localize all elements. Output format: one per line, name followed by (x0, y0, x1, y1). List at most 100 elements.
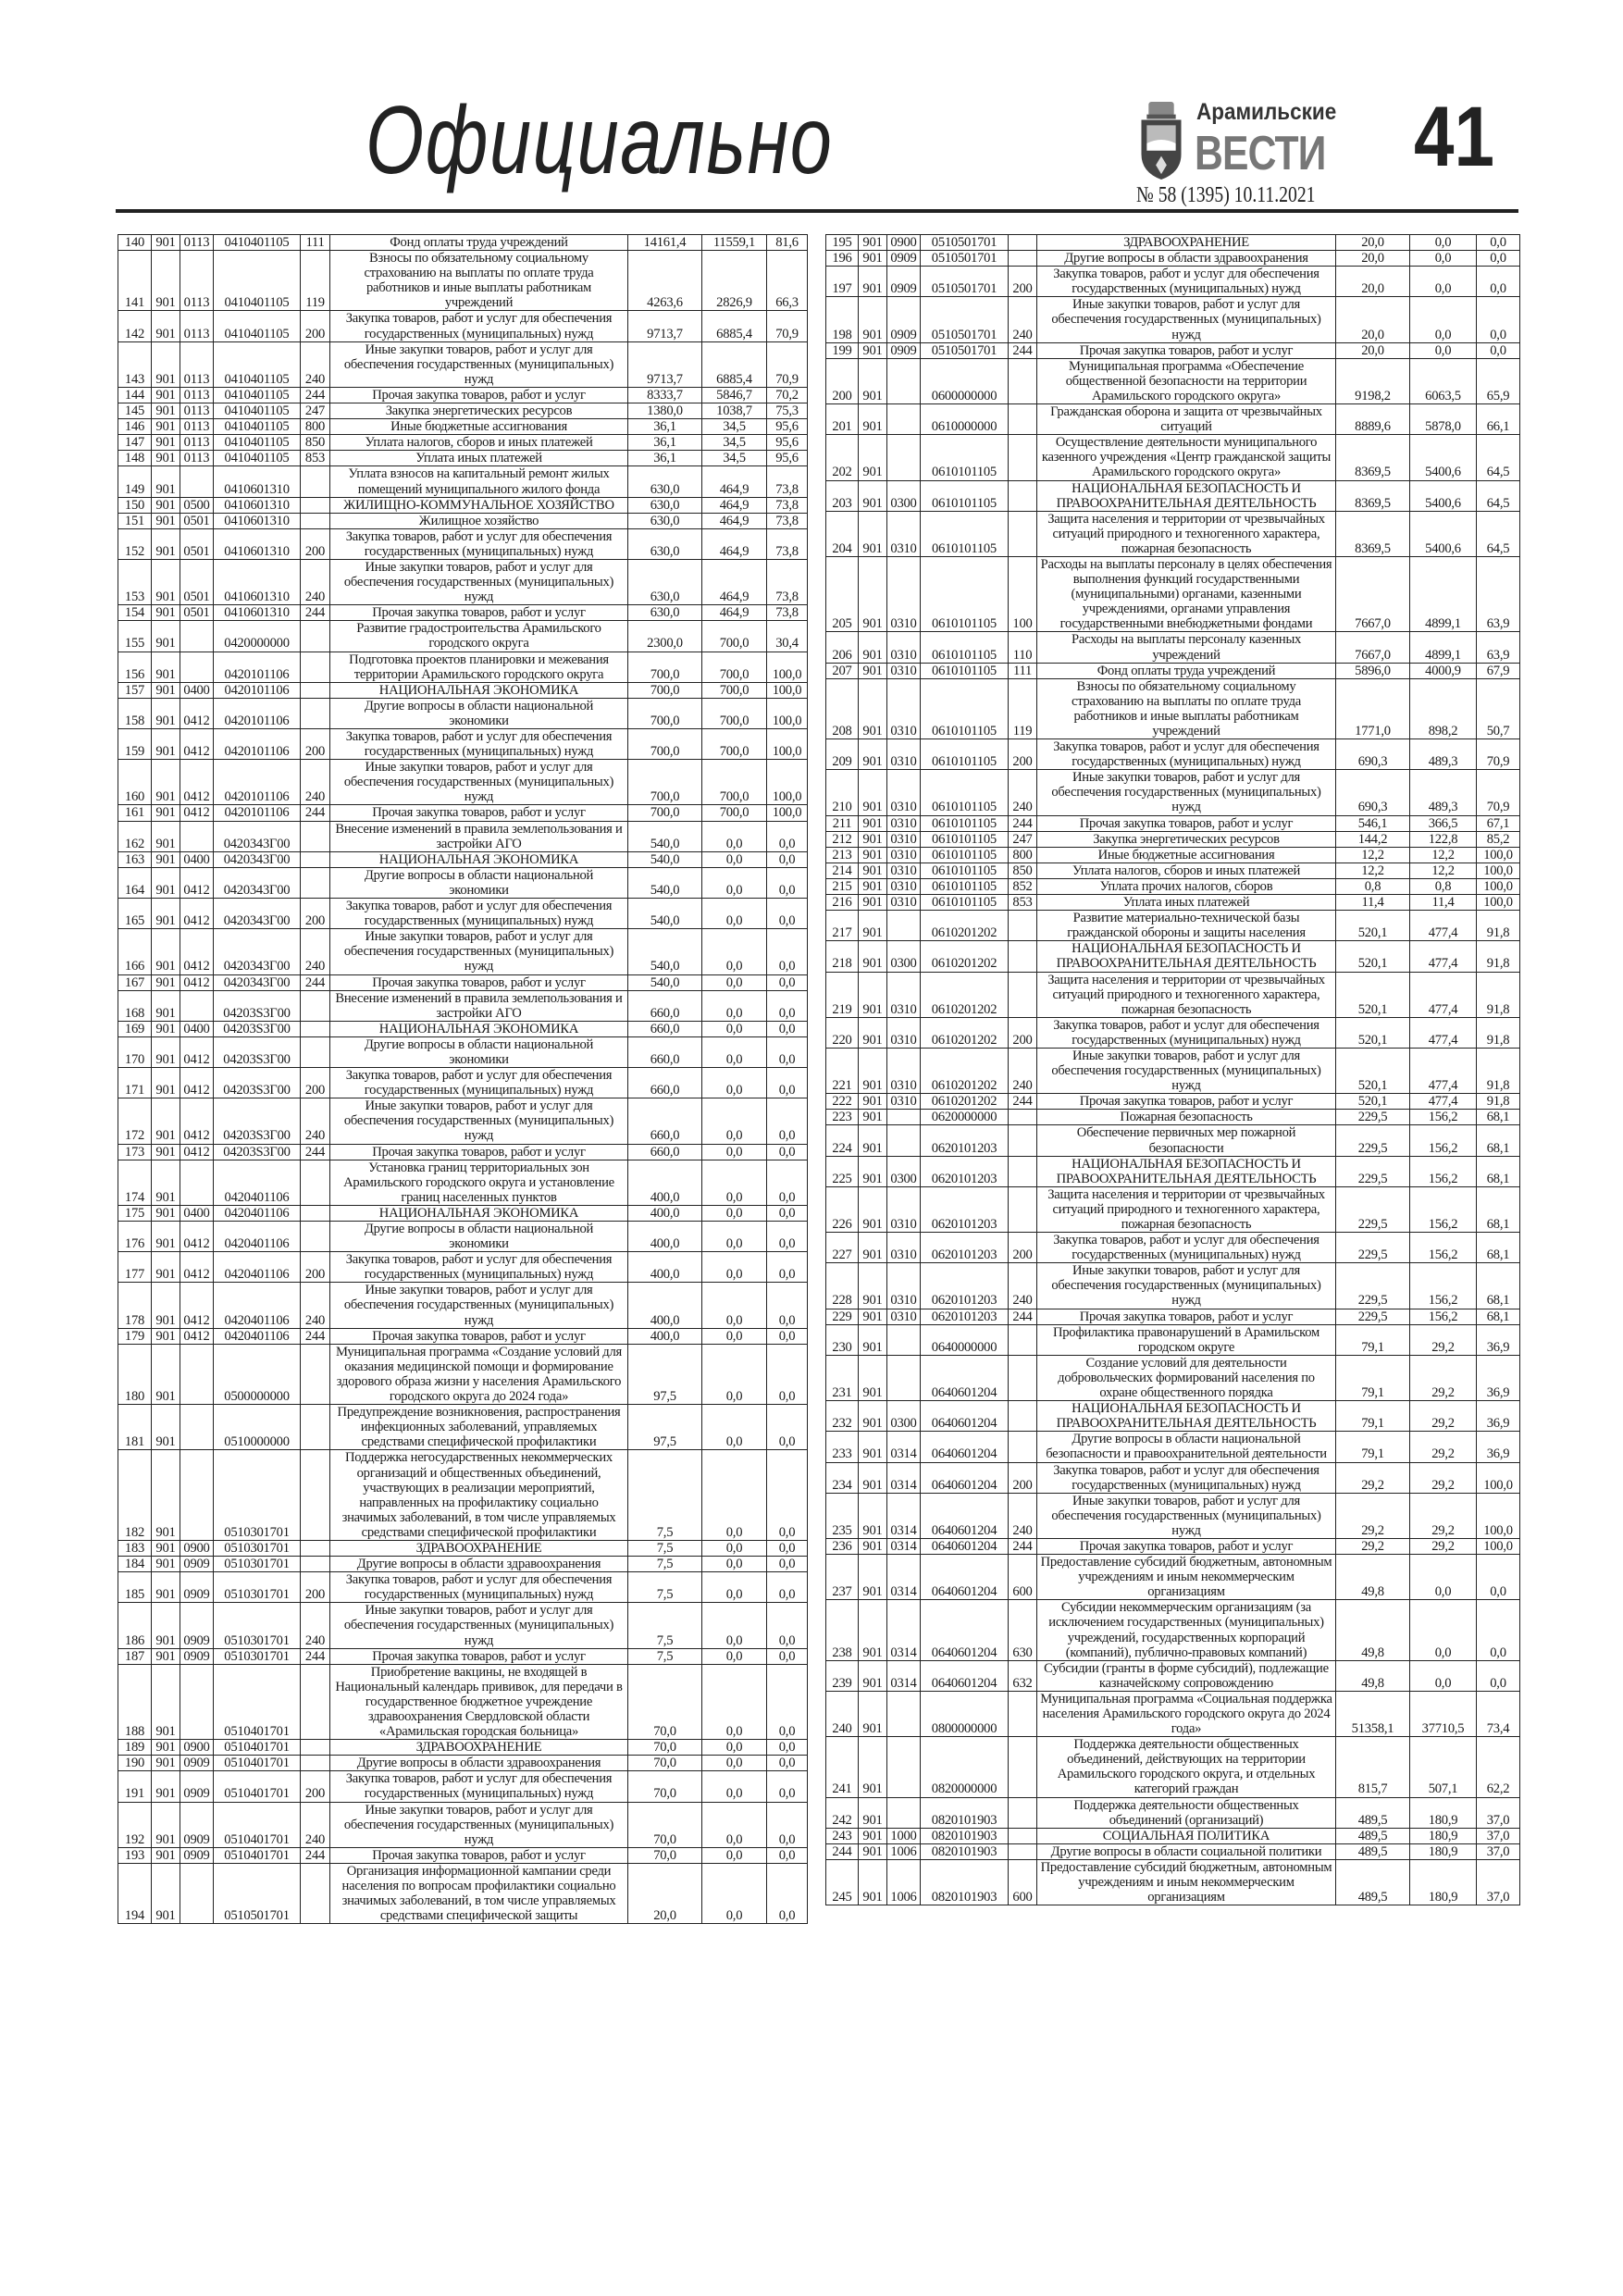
percent-value: 0,0 (766, 1327, 808, 1345)
ved-code: 901 (858, 1323, 887, 1356)
target-code: 0610101105 (920, 862, 1009, 879)
plan-value: 79,1 (1335, 1400, 1410, 1433)
table-row: 214 901 0310 0610101105 850 Уплата налогов, с… (825, 862, 1520, 879)
actual-value: 0,0 (701, 1143, 767, 1160)
row-number: 207 (825, 662, 859, 679)
expense-type (300, 820, 330, 852)
table-row: 175 901 0400 0420401106 НАЦИОНАЛЬНАЯ ЭКОНОМИ… (118, 1204, 808, 1222)
expense-type: 240 (1008, 1492, 1037, 1539)
issue-info: № 58 (1395) 10.11.2021 (1136, 183, 1316, 207)
item-name: Защита населения и территории от чрезвыч… (1036, 971, 1336, 1018)
actual-value: 700,0 (701, 804, 767, 822)
section-code (886, 1796, 921, 1829)
table-row: 160 901 0412 0420101106 240 Иные закупки това… (118, 759, 808, 806)
plan-value: 5896,0 (1335, 662, 1410, 679)
section-code: 0314 (886, 1431, 921, 1463)
target-code: 0510501701 (920, 266, 1009, 298)
actual-value: 477,4 (1409, 971, 1477, 1018)
actual-value: 477,4 (1409, 1016, 1477, 1049)
ved-code: 901 (151, 512, 180, 529)
item-name: Взносы по обязательному социальному стра… (1036, 677, 1336, 740)
plan-value: 20,0 (1335, 341, 1410, 359)
row-number: 167 (118, 974, 152, 991)
plan-value: 20,0 (1335, 233, 1410, 252)
item-name: Прочая закупка товаров, работ и услуг (329, 1143, 628, 1160)
actual-value: 0,0 (701, 1556, 767, 1573)
item-name: Поддержка негосударственных некоммерческ… (329, 1449, 628, 1541)
row-number: 204 (825, 510, 859, 557)
expense-type (1008, 910, 1037, 942)
percent-value: 66,3 (766, 250, 808, 312)
item-name: Прочая закупка товаров, работ и услуг (329, 804, 628, 822)
ved-code: 901 (151, 898, 180, 930)
percent-value: 100,0 (1476, 877, 1520, 896)
percent-value: 0,0 (766, 1663, 808, 1741)
ved-code: 901 (858, 1690, 887, 1738)
section-code: 0909 (180, 1846, 214, 1864)
target-code: 0610101105 (920, 479, 1009, 512)
percent-value: 63,9 (1476, 631, 1520, 664)
ved-code: 901 (151, 450, 180, 467)
ved-code: 901 (858, 738, 887, 771)
table-row: 231 901 0640601204 Создание условий для дея… (825, 1354, 1520, 1402)
actual-value: 477,4 (1409, 940, 1477, 973)
percent-value: 68,1 (1476, 1185, 1520, 1234)
expense-type (300, 1404, 330, 1451)
ved-code: 901 (151, 1159, 180, 1206)
row-number: 140 (118, 233, 152, 252)
target-code: 0410601310 (213, 558, 301, 606)
expense-type: 853 (300, 450, 330, 467)
percent-value: 0,0 (766, 1020, 808, 1037)
expense-type (300, 1020, 330, 1037)
plan-value: 1771,0 (1335, 677, 1410, 740)
plan-value: 630,0 (627, 604, 702, 622)
ved-code: 901 (151, 496, 180, 514)
percent-value: 36,9 (1476, 1431, 1520, 1463)
section-code: 0412 (180, 974, 214, 991)
plan-value: 700,0 (627, 681, 702, 699)
table-row: 199 901 0909 0510501701 244 Прочая закупка то… (825, 341, 1520, 359)
section-code (886, 1690, 921, 1738)
plan-value: 70,0 (627, 1755, 702, 1772)
percent-value: 0,0 (766, 1204, 808, 1222)
ved-code: 901 (151, 681, 180, 699)
actual-value: 156,2 (1409, 1109, 1477, 1126)
table-row: 168 901 04203S3Г00 Внесение изменений в пра… (118, 989, 808, 1022)
actual-value: 12,2 (1409, 862, 1477, 879)
item-name: Закупка товаров, работ и услуг для обесп… (329, 1067, 628, 1099)
section-code: 0909 (886, 296, 921, 343)
expense-type (1008, 434, 1037, 481)
percent-value: 0,0 (1476, 341, 1520, 359)
expense-type (1008, 1354, 1037, 1402)
percent-value: 0,0 (766, 1755, 808, 1772)
target-code: 0820101903 (920, 1796, 1009, 1829)
actual-value: 0,0 (701, 850, 767, 868)
row-number: 198 (825, 296, 859, 343)
row-number: 224 (825, 1124, 859, 1157)
section-code: 0310 (886, 1232, 921, 1264)
section-code: 0909 (180, 1556, 214, 1573)
expense-type (300, 512, 330, 529)
item-name: Закупка товаров, работ и услуг для обесп… (329, 727, 628, 761)
plan-value: 7,5 (627, 1571, 702, 1604)
table-row: 186 901 0909 0510301701 240 Иные закупки това… (118, 1602, 808, 1649)
section-code (180, 989, 214, 1022)
row-number: 244 (825, 1843, 859, 1860)
row-number: 159 (118, 727, 152, 761)
percent-value: 0,0 (766, 850, 808, 868)
table-row: 167 901 0412 0420343Г00 244 Прочая закупка то… (118, 974, 808, 991)
percent-value: 91,8 (1476, 971, 1520, 1018)
row-number: 156 (118, 651, 152, 683)
ved-code: 901 (858, 1554, 887, 1601)
plan-value: 489,5 (1335, 1843, 1410, 1860)
percent-value: 100,0 (1476, 894, 1520, 912)
item-name: Другие вопросы в области здравоохранения (1036, 250, 1336, 267)
ved-code: 901 (151, 1036, 180, 1069)
table-row: 184 901 0909 0510301701 Другие вопросы в обл… (118, 1556, 808, 1573)
actual-value: 11559,1 (701, 233, 767, 252)
ved-code: 901 (151, 866, 180, 900)
target-code: 0820000000 (920, 1736, 1009, 1798)
row-number: 188 (118, 1663, 152, 1741)
ved-code: 901 (151, 1846, 180, 1864)
item-name: ЗДРАВООХРАНЕНИЕ (1036, 233, 1336, 252)
